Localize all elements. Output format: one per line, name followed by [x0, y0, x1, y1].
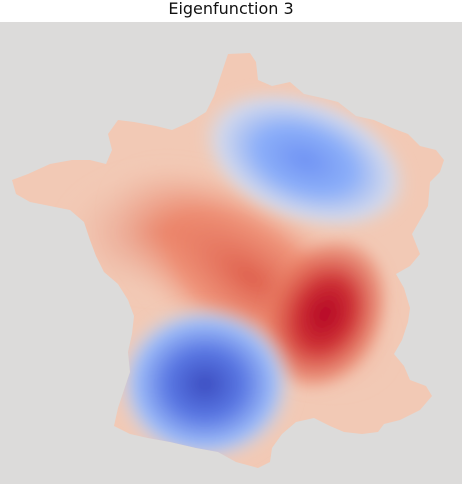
blue-lobe-bottom: [113, 302, 297, 466]
red-peak: [258, 235, 392, 393]
blue-lobe-top: [199, 88, 411, 232]
plot-area: [0, 22, 462, 484]
eigenfunction-heatmap: [0, 22, 462, 484]
plot-title: Eigenfunction 3: [168, 0, 294, 18]
